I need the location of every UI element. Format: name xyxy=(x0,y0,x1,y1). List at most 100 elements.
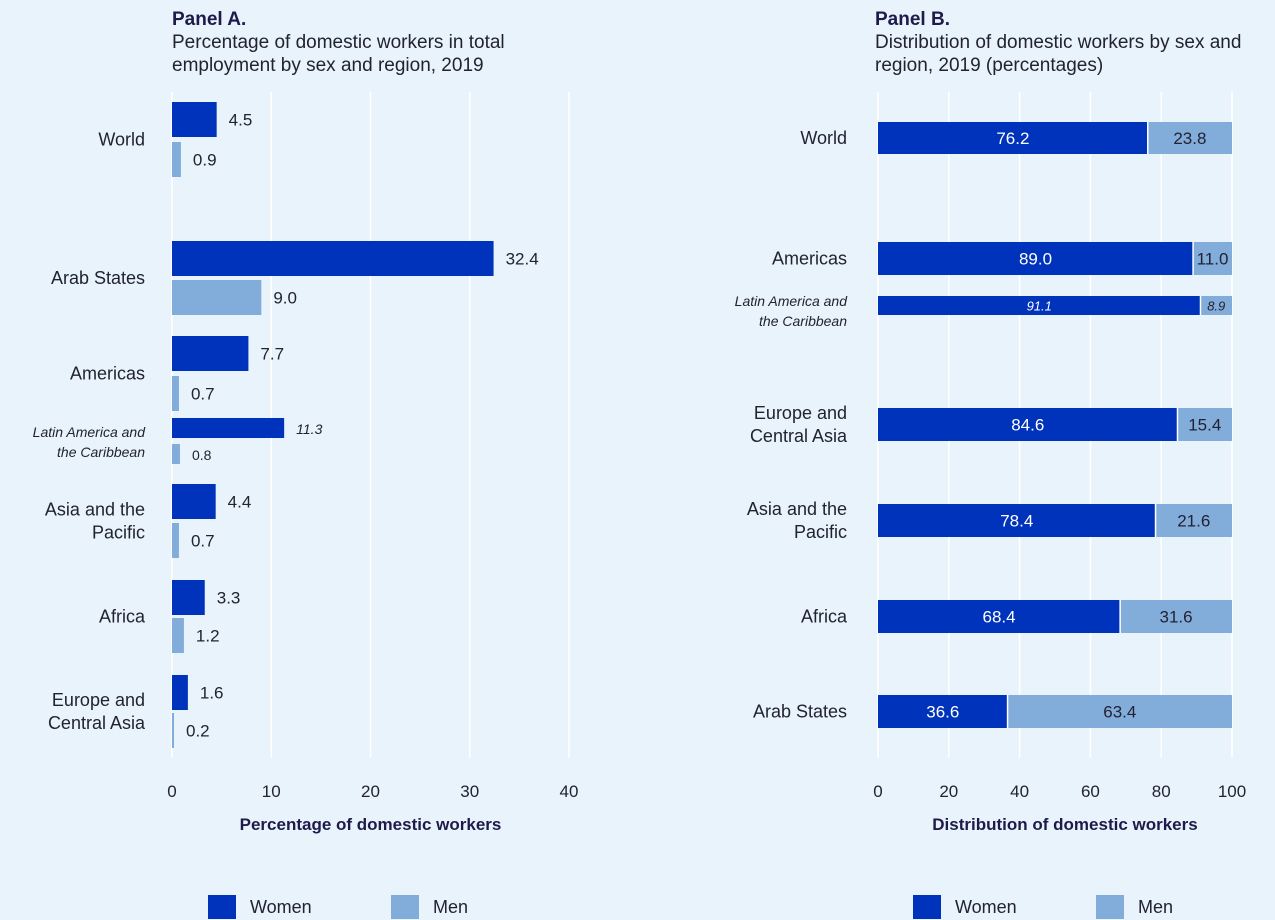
category-label-line: the Caribbean xyxy=(759,313,847,329)
x-tick-label: 0 xyxy=(873,782,882,801)
x-tick-label: 40 xyxy=(1010,782,1029,801)
bar-men xyxy=(172,618,184,653)
bar-men xyxy=(172,713,174,748)
x-tick-label: 100 xyxy=(1218,782,1246,801)
bar-women xyxy=(172,580,205,615)
panel-a-chart: 0 10 20 30 40 Percentage of domestic workers 4… xyxy=(33,92,578,834)
category-label-line: Pacific xyxy=(794,522,847,542)
bar-women xyxy=(878,600,1121,633)
data-label-men: 1.2 xyxy=(196,627,220,646)
data-label-women: 36.6 xyxy=(926,703,959,722)
bar-men xyxy=(1147,122,1232,154)
data-label-women: 11.3 xyxy=(296,421,322,437)
x-tick-label: 20 xyxy=(939,782,958,801)
bar-men xyxy=(172,280,262,315)
data-label-women: 7.7 xyxy=(260,345,284,364)
data-label-men: 0.8 xyxy=(192,447,212,463)
data-label-men: 23.8 xyxy=(1173,129,1206,148)
x-tick-label: 80 xyxy=(1152,782,1171,801)
data-label-women: 68.4 xyxy=(983,608,1016,627)
x-tick-label: 10 xyxy=(262,782,281,801)
data-label-men: 11.0 xyxy=(1197,250,1229,269)
legend-item-men: Men xyxy=(1096,895,1173,919)
category-label-line: Latin America and xyxy=(735,293,849,309)
data-label-women: 1.6 xyxy=(200,684,224,703)
category-label-line: Arab States xyxy=(753,702,847,722)
data-label-men: 0.7 xyxy=(191,532,215,551)
panel-a-subtitle: Percentage of domestic workers in total … xyxy=(172,32,505,76)
data-label-women: 84.6 xyxy=(1011,416,1044,435)
data-label-women: 91.1 xyxy=(1027,299,1052,314)
data-label-women: 76.2 xyxy=(996,129,1029,148)
x-tick-label: 20 xyxy=(361,782,380,801)
data-label-men: 8.9 xyxy=(1207,299,1225,314)
x-axis-title: Distribution of domestic workers xyxy=(932,815,1197,834)
data-label-men: 0.7 xyxy=(191,385,215,404)
category-label-line: Pacific xyxy=(92,523,145,543)
category-label: Asia and the Pacific xyxy=(747,499,847,542)
category-label-line: Americas xyxy=(70,364,145,384)
category-label: Europe and Central Asia xyxy=(48,690,146,733)
category-label: Asia and the Pacific xyxy=(45,500,145,543)
category-label-line: the Caribbean xyxy=(57,444,145,460)
legend-swatch-women xyxy=(913,895,941,919)
bar-women xyxy=(878,695,1008,728)
x-tick-label: 60 xyxy=(1081,782,1100,801)
bar-women xyxy=(172,418,285,438)
data-label-men: 21.6 xyxy=(1177,512,1210,531)
bar-men xyxy=(172,444,180,464)
category-label-line: Europe and xyxy=(754,403,847,423)
bar-women xyxy=(878,408,1178,441)
category-label: Americas xyxy=(70,364,145,384)
bar-women xyxy=(172,675,188,710)
bar-women xyxy=(172,102,217,137)
data-label-women: 4.5 xyxy=(229,111,253,130)
legend-item-women: Women xyxy=(913,895,1017,919)
panel-b-chart: 0 20 40 60 80 100 Distribution of domestic wor… xyxy=(735,92,1246,834)
category-label-line: Latin America and xyxy=(33,424,147,440)
panel-a-legend: Women Men xyxy=(0,895,640,919)
data-label-women: 4.4 xyxy=(228,493,252,512)
category-label: Arab States xyxy=(51,268,145,288)
data-label-men: 15.4 xyxy=(1188,416,1221,435)
bar-men xyxy=(172,523,179,558)
category-label-line: Central Asia xyxy=(48,713,146,733)
panel-a-title: Panel A. xyxy=(172,9,247,30)
category-label: World xyxy=(98,130,145,150)
category-label-line: Americas xyxy=(772,249,847,269)
bar-men xyxy=(1155,504,1232,537)
category-label-line: Africa xyxy=(801,607,848,627)
legend-label-women: Women xyxy=(955,896,1017,917)
category-label-line: Africa xyxy=(99,607,146,627)
legend-swatch-men xyxy=(1096,895,1124,919)
category-label: Americas xyxy=(772,249,847,269)
category-label-line: World xyxy=(800,128,847,148)
category-label: World xyxy=(800,128,847,148)
bar-men xyxy=(172,376,179,411)
category-label-line: World xyxy=(98,130,145,150)
category-label: Africa xyxy=(99,607,146,627)
data-label-men: 63.4 xyxy=(1103,703,1136,722)
bar-women xyxy=(878,504,1156,537)
data-label-men: 0.9 xyxy=(193,151,217,170)
bar-men xyxy=(1193,242,1232,275)
bar-women xyxy=(172,336,249,371)
legend-label-men: Men xyxy=(1138,896,1174,917)
panel-b-legend: Women Men xyxy=(0,895,1275,919)
bar-men xyxy=(172,142,181,177)
panel-b-header: Panel B. Distribution of domestic worker… xyxy=(875,8,1275,77)
bar-men xyxy=(1177,408,1232,441)
bar-women xyxy=(172,241,494,276)
x-tick-label: 30 xyxy=(460,782,479,801)
bar-men xyxy=(1120,600,1232,633)
category-label: Europe and Central Asia xyxy=(750,403,848,446)
bar-women xyxy=(172,484,216,519)
data-label-women: 78.4 xyxy=(1000,512,1033,531)
data-label-men: 0.2 xyxy=(186,722,210,741)
category-label-line: Europe and xyxy=(52,690,145,710)
bar-women xyxy=(878,122,1148,154)
data-label-men: 9.0 xyxy=(273,289,297,308)
bar-men xyxy=(1007,695,1232,728)
x-axis-title: Percentage of domestic workers xyxy=(240,815,502,834)
category-label-line: Central Asia xyxy=(750,426,848,446)
